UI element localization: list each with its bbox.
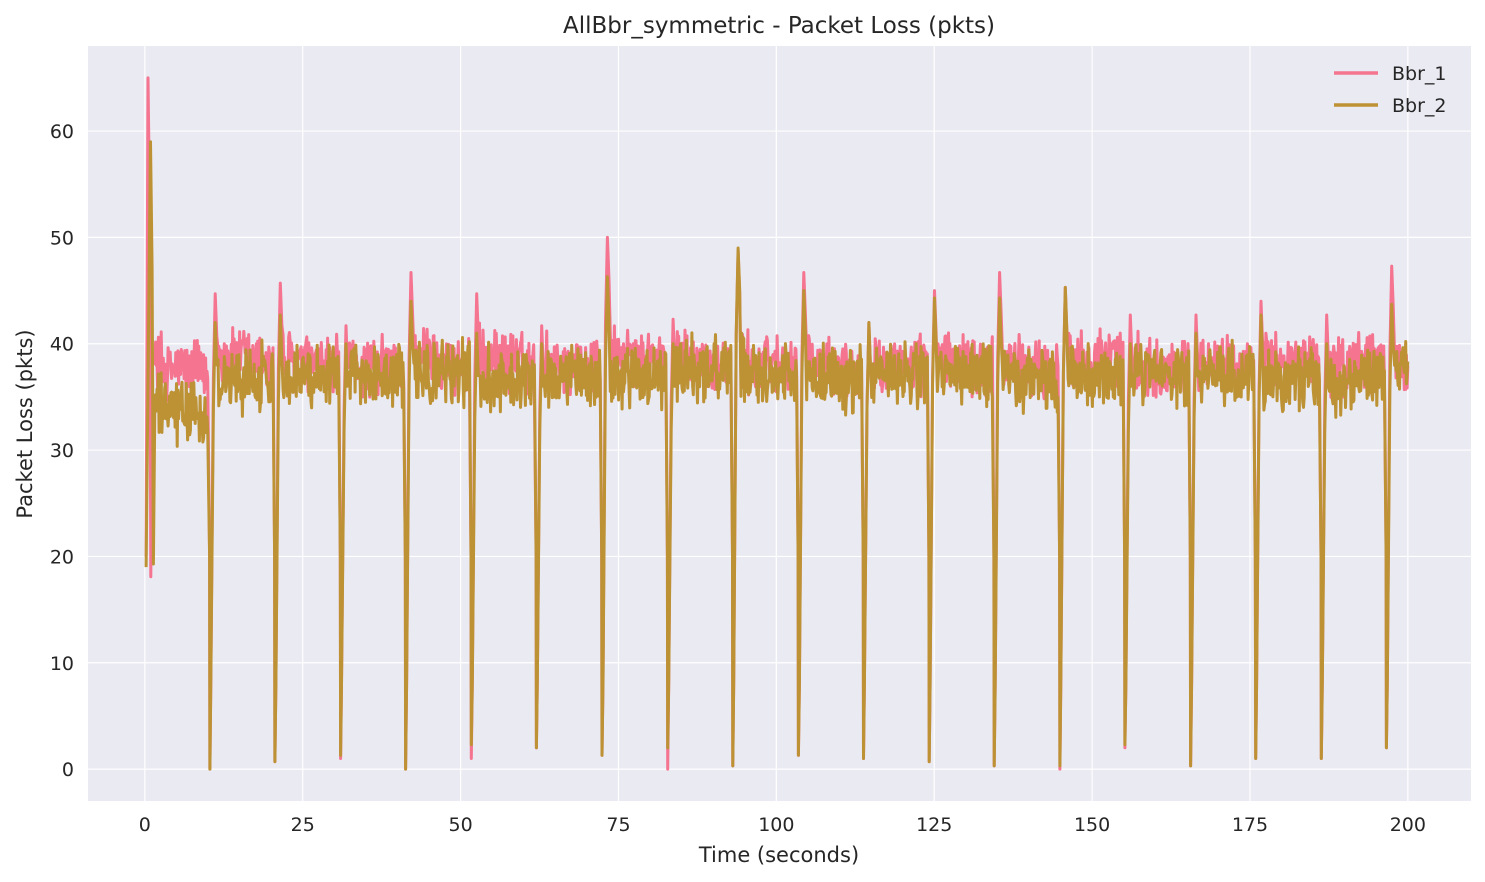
y-tick-label: 10 [50,653,74,675]
x-tick-label: 25 [291,814,315,836]
x-tick-label: 50 [448,814,472,836]
x-tick-label: 175 [1232,814,1268,836]
y-tick-label: 0 [62,759,74,781]
y-tick-label: 40 [50,334,74,356]
y-tick-label: 50 [50,227,74,249]
legend-label-bbr-2: Bbr_2 [1392,95,1447,117]
series-lines [144,76,1410,771]
x-axis-title: Time (seconds) [698,843,859,867]
x-tick-label: 150 [1074,814,1110,836]
series-line-bbr-2 [144,140,1410,771]
y-tick-label: 60 [50,121,74,143]
plot-background [88,46,1471,801]
y-axis-title: Packet Loss (pkts) [13,329,37,518]
chart-title: AllBbr_symmetric - Packet Loss (pkts) [563,13,995,39]
x-tick-label: 125 [916,814,952,836]
legend-label-bbr-1: Bbr_1 [1392,63,1447,85]
x-tick-label: 0 [139,814,151,836]
x-tick-label: 75 [606,814,630,836]
y-tick-label: 30 [50,440,74,462]
x-tick-label: 200 [1390,814,1426,836]
legend: Bbr_1 Bbr_2 [1334,63,1447,117]
y-tick-label: 20 [50,546,74,568]
x-tick-label: 100 [758,814,794,836]
grid-lines [88,46,1471,801]
tick-labels: 0 25 50 75 100 125 150 175 200 0 10 20 30 40 50 60 [50,121,1426,836]
